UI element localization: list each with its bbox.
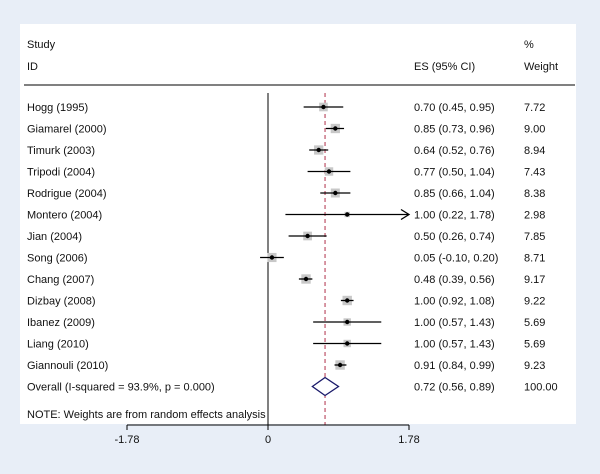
study-weight: 9.17 <box>524 274 545 286</box>
study-label: Tripodi (2004) <box>27 167 95 179</box>
point-estimate <box>345 341 350 346</box>
point-estimate <box>337 362 343 368</box>
study-label: Hogg (1995) <box>27 102 88 114</box>
study-label: Ibanez (2009) <box>27 317 95 329</box>
point-estimate <box>345 298 350 303</box>
point-estimate <box>316 147 321 153</box>
study-es-ci: 0.50 (0.26, 0.74) <box>414 231 495 243</box>
study-es-ci: 0.91 (0.84, 0.99) <box>414 360 495 372</box>
study-weight: 9.23 <box>524 360 545 372</box>
header-weight: Weight <box>524 61 558 73</box>
point-estimate <box>326 169 332 174</box>
overall-diamond <box>311 376 340 397</box>
study-weight: 5.69 <box>524 339 545 351</box>
point-estimate <box>269 255 275 260</box>
study-label: Dizbay (2008) <box>27 296 95 308</box>
study-weight: 8.94 <box>524 145 545 157</box>
header-id: ID <box>27 61 38 73</box>
study-label: Timurk (2003) <box>27 145 95 157</box>
study-es-ci: 0.70 (0.45, 0.95) <box>414 102 495 114</box>
study-label: Rodrigue (2004) <box>27 188 107 200</box>
study-es-ci: 0.05 (-0.10, 0.20) <box>414 253 498 265</box>
study-es-ci: 0.48 (0.39, 0.56) <box>414 274 495 286</box>
study-es-ci: 0.64 (0.52, 0.76) <box>414 145 495 157</box>
overall-label: Overall (I-squared = 93.9%, p = 0.000) <box>27 382 215 394</box>
study-es-ci: 1.00 (0.92, 1.08) <box>414 296 495 308</box>
study-weight: 9.00 <box>524 124 545 136</box>
header-es: ES (95% CI) <box>414 61 475 73</box>
x-tick-label: 0 <box>265 434 271 446</box>
ci-arrow-right <box>400 208 411 221</box>
study-weight: 8.71 <box>524 253 545 265</box>
overall-es-ci: 0.72 (0.56, 0.89) <box>414 382 495 394</box>
study-weight: 7.43 <box>524 167 545 179</box>
study-label: Song (2006) <box>27 253 88 265</box>
point-estimate <box>345 212 350 217</box>
study-weight: 9.22 <box>524 296 545 308</box>
study-label: Jian (2004) <box>27 231 82 243</box>
study-weight: 7.85 <box>524 231 545 243</box>
study-weight: 8.38 <box>524 188 545 200</box>
x-tick-label: -1.78 <box>114 434 139 446</box>
study-es-ci: 1.00 (0.57, 1.43) <box>414 339 495 351</box>
study-es-ci: 1.00 (0.22, 1.78) <box>414 210 495 222</box>
point-estimate <box>321 104 326 110</box>
study-es-ci: 1.00 (0.57, 1.43) <box>414 317 495 329</box>
study-label: Giamarel (2000) <box>27 124 106 136</box>
footnote: NOTE: Weights are from random effects an… <box>27 409 266 421</box>
study-weight: 5.69 <box>524 317 545 329</box>
point-estimate <box>305 233 310 239</box>
header-study: Study <box>27 39 56 51</box>
study-weight: 2.98 <box>524 210 545 222</box>
study-label: Giannouli (2010) <box>27 360 108 372</box>
point-estimate <box>333 190 338 196</box>
study-es-ci: 0.85 (0.66, 1.04) <box>414 188 495 200</box>
point-estimate <box>333 126 338 131</box>
x-tick-label: 1.78 <box>398 434 419 446</box>
point-estimate <box>303 276 309 282</box>
study-label: Liang (2010) <box>27 339 89 351</box>
study-es-ci: 0.85 (0.73, 0.96) <box>414 124 495 136</box>
plot-panel <box>20 24 576 424</box>
study-es-ci: 0.77 (0.50, 1.04) <box>414 167 495 179</box>
study-label: Chang (2007) <box>27 274 94 286</box>
header-weight-percent: % <box>524 39 534 51</box>
study-weight: 7.72 <box>524 102 545 114</box>
point-estimate <box>345 319 350 325</box>
study-label: Montero (2004) <box>27 210 102 222</box>
overall-weight: 100.00 <box>524 382 558 394</box>
